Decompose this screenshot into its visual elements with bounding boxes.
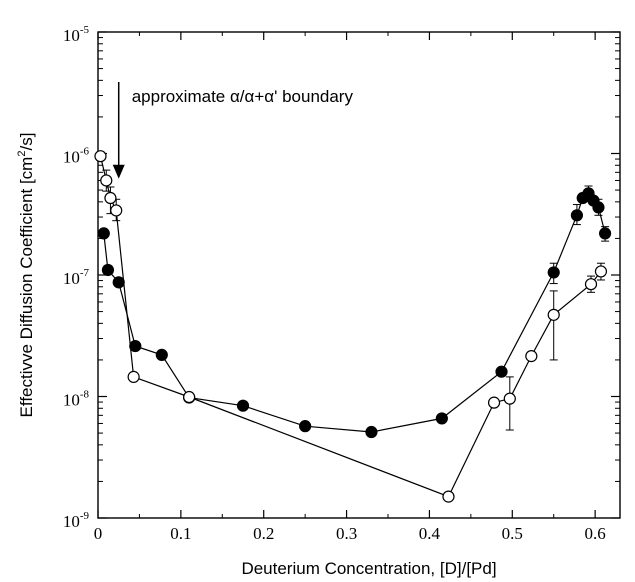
x-tick-label: 0.2 [253, 524, 274, 543]
x-tick-label: 0.6 [585, 524, 606, 543]
filled-point [155, 348, 168, 361]
y-tick-label: 10-8 [63, 389, 90, 410]
series-lines [99, 156, 606, 498]
x-tick-label: 0.5 [502, 524, 523, 543]
x-tick-label: 0 [94, 524, 103, 543]
filled-point [435, 412, 448, 425]
y-tick-label: 10-7 [63, 267, 90, 288]
open-point [594, 265, 608, 278]
filled-point [236, 399, 250, 412]
annotation-arrow-head [112, 164, 125, 179]
boundary-annotation: approximate α/α+α' boundary [112, 82, 354, 179]
filled-point [365, 425, 378, 439]
y-tick-label: 10-5 [63, 24, 90, 45]
open-point [584, 278, 598, 291]
filled-point [547, 266, 560, 279]
open-point [127, 370, 140, 383]
open-point [547, 308, 560, 321]
filled-point [101, 263, 115, 277]
y-tick-label: 10-6 [63, 146, 90, 167]
filled-point [97, 227, 110, 240]
filled-point [112, 276, 125, 289]
data-points [94, 150, 612, 503]
open-point [487, 396, 501, 409]
open-point [100, 174, 113, 187]
open-point [503, 392, 516, 405]
open-point [94, 150, 107, 163]
series-line-1 [103, 192, 606, 433]
tick-labels: 0 0.1 0.2 0.3 0.4 0.5 0.6 10-9 10-8 10-7 10-6 10-5 [63, 24, 606, 543]
annotation-text: approximate α/α+α' boundary [132, 87, 354, 106]
filled-point [129, 339, 142, 353]
x-axis-title: Deuterium Concentration, [D]/[Pd] [241, 559, 496, 578]
open-point [183, 390, 196, 404]
x-tick-label: 0.1 [170, 524, 191, 543]
filled-point [598, 227, 612, 240]
x-tick-label: 0.3 [336, 524, 357, 543]
open-point [442, 490, 455, 503]
open-point [104, 191, 117, 205]
axis-ticks [97, 31, 620, 519]
error-bars [102, 169, 610, 431]
filled-point [570, 209, 584, 222]
y-tick-label: 10-9 [63, 510, 90, 531]
open-point [110, 204, 123, 217]
filled-point [592, 201, 605, 214]
filled-point [495, 365, 508, 378]
x-tick-label: 0.4 [419, 524, 441, 543]
y-axis-title: Effectivve Diffusion Coefficient [cm2/s] [16, 133, 36, 418]
open-point [525, 350, 538, 363]
filled-point [299, 420, 312, 433]
